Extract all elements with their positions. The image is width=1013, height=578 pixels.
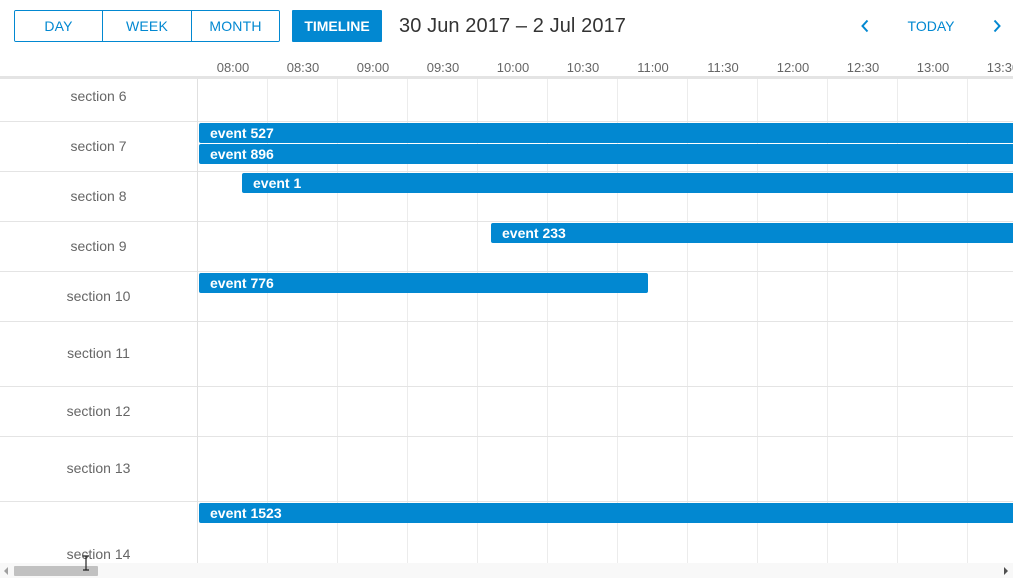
horizontal-scrollbar[interactable] [0,563,1013,578]
section-label: section 14 [66,546,131,562]
section-label: section 6 [70,88,127,104]
section-label: section 8 [70,188,127,204]
chevron-left-icon [861,19,869,33]
section-label: section 10 [66,288,131,304]
scroll-right-arrow-icon[interactable] [1002,566,1010,576]
tab-month[interactable]: MONTH [191,11,279,41]
time-scale-header: 08:00 08:30 09:00 09:30 10:00 10:30 11:0… [198,52,1013,78]
view-tabs: DAY WEEK MONTH [14,10,280,42]
time-label: 09:30 [426,60,460,75]
section-label: section 13 [66,460,131,476]
section-row[interactable] [0,437,1013,502]
event-bar[interactable]: event 896 [199,144,1013,164]
event-bar[interactable]: event 233 [491,223,1013,243]
section-row[interactable] [0,122,1013,172]
next-button[interactable] [987,15,1007,37]
section-label: section 12 [66,403,131,419]
time-label: 10:00 [496,60,530,75]
time-label: 12:30 [846,60,880,75]
section-row[interactable] [0,172,1013,222]
event-bar[interactable]: event 1 [242,173,1013,193]
tab-timeline[interactable]: TIMELINE [292,10,382,42]
timeline-grid: section 6 section 7 section 8 section 9 … [0,79,1013,563]
header-divider [0,76,1013,79]
section-column: section 6 section 7 section 8 section 9 … [0,79,198,563]
time-label: 11:30 [707,60,739,75]
tab-day[interactable]: DAY [15,11,102,41]
event-bar[interactable]: event 776 [199,273,648,293]
section-row[interactable] [0,322,1013,387]
section-row[interactable] [0,272,1013,322]
today-button[interactable]: TODAY [907,18,955,34]
time-label: 08:30 [286,60,320,75]
time-label: 08:00 [216,60,250,75]
prev-button[interactable] [855,15,875,37]
scrollbar-thumb[interactable] [14,566,98,576]
tab-week[interactable]: WEEK [102,11,191,41]
chevron-right-icon [993,19,1001,33]
date-range-title: 30 Jun 2017 – 2 Jul 2017 [399,15,627,37]
section-label: section 11 [67,345,130,361]
section-row[interactable] [0,387,1013,437]
text-cursor-icon [83,555,89,571]
section-row[interactable] [0,79,1013,122]
scroll-left-arrow-icon[interactable] [2,566,10,576]
section-label: section 9 [70,238,127,254]
time-label: 13:30 [986,60,1013,75]
section-label: section 7 [70,138,127,154]
time-label: 11:00 [637,60,669,75]
time-label: 09:00 [356,60,390,75]
time-label: 13:00 [916,60,950,75]
event-bar[interactable]: event 527 [199,123,1013,143]
time-label: 12:00 [776,60,810,75]
event-bar[interactable]: event 1523 [199,503,1013,523]
scheduler-toolbar: DAY WEEK MONTH TIMELINE 30 Jun 2017 – 2 … [0,0,1013,52]
section-row[interactable] [0,222,1013,272]
time-label: 10:30 [566,60,600,75]
